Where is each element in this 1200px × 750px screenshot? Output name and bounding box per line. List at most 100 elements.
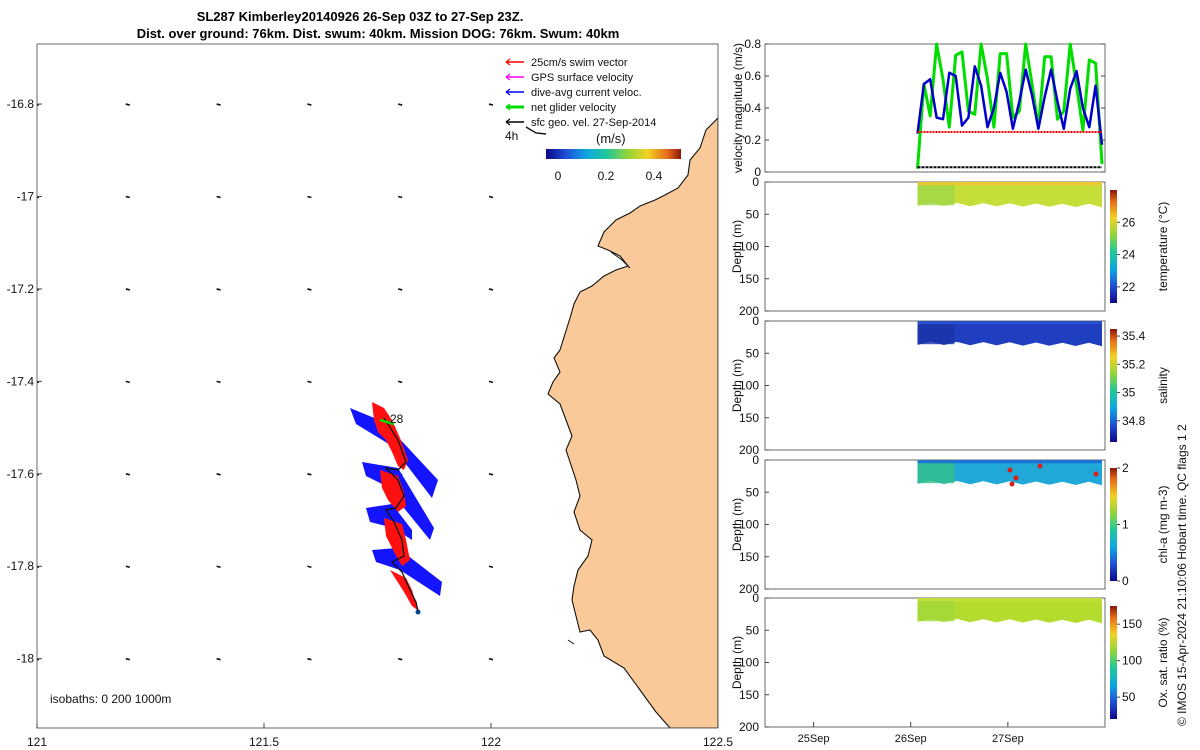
net-velocity-segment	[379, 418, 395, 426]
current-vector	[307, 565, 312, 569]
colorbar	[1110, 606, 1117, 719]
depth-tick-label: 0	[752, 453, 759, 467]
current-vector	[488, 380, 494, 384]
colorbar-tick-label: 35.4	[1122, 329, 1146, 343]
chla-high-point	[1009, 481, 1015, 487]
current-vector	[125, 565, 130, 569]
current-vector	[37, 658, 40, 661]
current-vector	[398, 288, 403, 291]
track-start-point	[415, 609, 421, 615]
current-vector	[307, 195, 312, 199]
current-vector	[125, 288, 130, 291]
depth-axis-label: Depth (m)	[730, 220, 744, 273]
coast-detail	[610, 251, 631, 269]
current-vector	[37, 103, 40, 106]
colorbar-tick-label: 35	[1122, 386, 1136, 400]
legend-label: 25cm/s swim vector	[531, 57, 628, 69]
swim-vectors-2	[380, 470, 406, 512]
depth-tick-label: 50	[746, 346, 760, 360]
glider-track-line	[383, 417, 419, 613]
figure-title-line1: SL287 Kimberley20140926 26-Sep 03Z to 27…	[197, 9, 524, 24]
depth-axis-label: Depth (m)	[730, 498, 744, 551]
depth-tick-label: 0	[752, 314, 759, 328]
scale-label: 4h	[505, 129, 518, 143]
map-x-tick-label: 121.5	[249, 735, 279, 749]
depth-tick-label: 50	[746, 207, 760, 221]
map-x-tick-label: 122	[481, 735, 501, 749]
map-y-tick-label: -18	[17, 652, 35, 666]
section-surface-band	[917, 321, 1102, 325]
map-y-tick-label: -17.4	[7, 374, 35, 388]
current-vector	[216, 657, 221, 661]
chla-high-point	[1013, 475, 1019, 481]
current-vector	[488, 565, 494, 569]
velocity-y-tick-label: 0	[754, 165, 761, 179]
colorbar-tick-label: 26	[1122, 215, 1136, 229]
colorbar-tick-label: 100	[1122, 654, 1142, 668]
velocity-y-tick-label: 0.6	[744, 69, 761, 83]
depth-tick-label: 0	[752, 175, 759, 189]
temperature-section: 0 50 100 150 200 Depth (m) 22 24 26 temperature (…	[730, 175, 1170, 318]
current-vector	[125, 657, 130, 661]
current-vector	[398, 380, 403, 384]
colorbar-tick-label: 150	[1122, 617, 1142, 631]
colorbar-tick-label: 0	[1122, 574, 1129, 588]
depth-tick-label: 0	[752, 591, 759, 605]
depth-tick-label: 150	[739, 688, 759, 702]
current-swath-1	[350, 408, 438, 498]
depth-tick-label: 100	[739, 656, 759, 670]
depth-tick-label: 50	[746, 485, 760, 499]
legend-label: dive-avg current veloc.	[531, 87, 642, 99]
colorbar-tick-label: 2	[1122, 461, 1129, 475]
current-vector	[37, 473, 40, 476]
current-vector	[216, 288, 221, 291]
current-vector	[488, 288, 494, 291]
current-vector	[37, 288, 40, 291]
section-data-patch	[917, 321, 955, 345]
velocity-y-tick-label: 0.8	[744, 37, 761, 51]
colorbar	[1110, 329, 1117, 442]
current-vector	[398, 103, 403, 106]
current-vector	[216, 195, 221, 199]
current-vector	[216, 565, 221, 569]
colorbar-tick-2: 0.4	[646, 169, 663, 183]
section-data-patch	[917, 460, 955, 484]
current-vector	[488, 657, 494, 661]
section-data-fill	[917, 460, 1102, 486]
scale-vector	[525, 126, 547, 135]
credit-text: © IMOS 15-Apr-2024 21:10:06 Hobart time.…	[1175, 424, 1189, 726]
current-vector	[488, 195, 494, 199]
depth-tick-label: 100	[739, 518, 759, 532]
colorbar-tick-label: 35.2	[1122, 357, 1146, 371]
colorbar	[1110, 190, 1117, 303]
swim-vectors-4	[390, 570, 420, 612]
coast-detail-2	[567, 639, 575, 645]
colorbar-label: salinity	[1156, 367, 1170, 404]
chla-section: 0 50 100 150 200 Depth (m) 0 1 2 chl-a (mg m-3)	[730, 453, 1170, 596]
colorbar-tick-0: 0	[555, 169, 562, 183]
current-vector	[216, 103, 221, 106]
colorbar-tick-label: 50	[1122, 690, 1136, 704]
section-surface-band	[917, 182, 1102, 186]
colorbar-tick-label: 34.8	[1122, 414, 1146, 428]
coastline-land	[547, 117, 718, 728]
current-vector	[125, 103, 130, 106]
legend-arrowhead	[505, 73, 511, 81]
current-vector	[488, 473, 494, 476]
section-data-patch	[917, 182, 955, 206]
depth-tick-label: 100	[739, 379, 759, 393]
map-y-tick-label: -17.8	[7, 559, 35, 573]
map-legend: 25cm/s swim vector GPS surface velocity di…	[500, 52, 690, 183]
colorbar	[1110, 468, 1117, 581]
isobaths-label: isobaths: 0 200 1000m	[50, 692, 171, 706]
speed-colorbar	[546, 149, 681, 159]
current-vector	[488, 103, 494, 106]
current-vector	[216, 380, 221, 384]
day-tick-label: 26Sep	[895, 733, 927, 745]
colorbar-tick-label: 24	[1122, 248, 1136, 262]
current-vector	[307, 288, 312, 291]
depth-tick-label: 150	[739, 411, 759, 425]
